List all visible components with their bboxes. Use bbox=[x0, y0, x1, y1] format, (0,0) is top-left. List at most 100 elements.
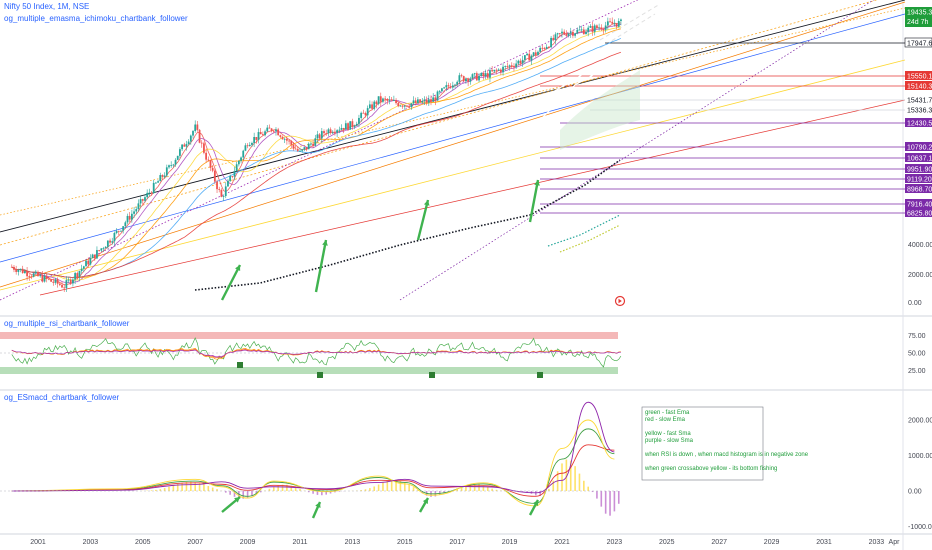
candle-body bbox=[85, 260, 87, 267]
candle-body bbox=[261, 134, 264, 136]
macd-histogram-bar bbox=[190, 481, 192, 491]
macd-series-yellow bbox=[11, 419, 615, 507]
ma-line-30 bbox=[11, 28, 621, 279]
candle-body bbox=[320, 131, 323, 139]
price-tag-label: 6825.80 bbox=[907, 211, 932, 218]
candle-body bbox=[593, 25, 596, 32]
price-tag: 7916.40 bbox=[905, 199, 932, 209]
candle-body bbox=[382, 98, 384, 102]
candle-body bbox=[39, 275, 42, 277]
macd-histogram-bar bbox=[609, 491, 611, 516]
macd-indicator-title[interactable]: og_ESmacd_chartbank_follower bbox=[4, 393, 120, 402]
candle-body bbox=[493, 69, 496, 72]
macd-pane[interactable]: 2000.00 1000.00 0.00 -1000.00 bbox=[0, 401, 932, 531]
macd-histogram-bar bbox=[552, 480, 555, 491]
candle-body bbox=[318, 134, 321, 139]
candle-body bbox=[489, 70, 491, 78]
macd-histogram-bar bbox=[194, 482, 196, 491]
candle-body bbox=[408, 106, 411, 108]
candle-body bbox=[371, 104, 373, 109]
price-tag: 19435.30 24d 7h bbox=[905, 7, 932, 27]
candle-body bbox=[91, 254, 94, 259]
candle-body bbox=[192, 131, 194, 136]
candle-body bbox=[517, 60, 520, 64]
candle-body bbox=[37, 271, 39, 277]
price-tag-bg bbox=[905, 199, 932, 208]
candle-body bbox=[399, 105, 402, 107]
candle-body bbox=[523, 55, 526, 60]
candle-body bbox=[508, 65, 511, 67]
candle-body bbox=[421, 100, 424, 103]
candle-body bbox=[56, 279, 59, 284]
main-price-pane[interactable] bbox=[0, 0, 906, 301]
candle-body bbox=[104, 246, 107, 249]
price-tag: 10637.15 bbox=[905, 153, 932, 163]
tv-replay-icon[interactable] bbox=[614, 295, 626, 307]
main-indicator-title[interactable]: og_multiple_emasma_ichimoku_chartbank_fo… bbox=[4, 14, 188, 23]
time-axis-label: 2019 bbox=[502, 539, 518, 546]
candle-body bbox=[386, 99, 389, 101]
macd-histogram-bar bbox=[155, 489, 157, 491]
candle-body bbox=[310, 143, 312, 145]
candle-body bbox=[617, 21, 620, 27]
candle-body bbox=[598, 27, 601, 29]
candle-body bbox=[554, 34, 557, 41]
candle-body bbox=[52, 281, 55, 283]
time-axis[interactable]: 2001 2003 2005 2007 2009 2011 2013 2015 2017 2019… bbox=[30, 539, 900, 546]
macd-histogram-bar bbox=[473, 483, 476, 491]
candle-body bbox=[401, 105, 404, 107]
macd-histogram-bar bbox=[478, 484, 480, 491]
rsi-indicator-title[interactable]: og_multiple_rsi_chartbank_follower bbox=[4, 319, 130, 328]
candle-body bbox=[344, 123, 347, 130]
price-axis[interactable]: 0.00 2000.00 4000.00 19435.30 24d 7h 17947.65… bbox=[904, 7, 932, 307]
candle-body bbox=[294, 148, 297, 150]
candle-body bbox=[283, 138, 286, 140]
candle-body bbox=[425, 99, 428, 103]
candlestick-series bbox=[10, 17, 622, 292]
candle-body bbox=[30, 276, 33, 278]
support-curve-teal bbox=[547, 214, 621, 247]
rsi-line-1 bbox=[11, 337, 622, 368]
candle-body bbox=[351, 121, 354, 127]
macd-histogram-bar bbox=[364, 489, 367, 491]
candle-body bbox=[513, 66, 515, 68]
candle-body bbox=[248, 144, 251, 147]
macd-histogram-bar bbox=[569, 460, 572, 491]
macd-arrow-2009-head bbox=[234, 497, 240, 503]
macd-histogram-bar bbox=[150, 490, 153, 491]
macd-histogram-bar bbox=[408, 484, 410, 491]
macd-histogram-bar bbox=[268, 488, 271, 491]
candle-body bbox=[194, 124, 197, 132]
macd-histogram-bar bbox=[233, 491, 236, 497]
price-tag-label: 8968.70 bbox=[907, 187, 932, 194]
candle-body bbox=[563, 31, 566, 35]
macd-histogram-bar bbox=[338, 491, 341, 492]
candle-body bbox=[406, 105, 408, 107]
rsi-pane[interactable]: 75.00 50.00 25.00 bbox=[0, 332, 926, 378]
macd-histogram-bar bbox=[277, 485, 279, 491]
symbol-title[interactable]: Nifty 50 Index, 1M, NSE bbox=[4, 2, 89, 11]
legend-line-2: red - slow Ema bbox=[645, 417, 686, 423]
candle-body bbox=[161, 175, 164, 177]
candle-body bbox=[410, 103, 413, 108]
candle-body bbox=[144, 197, 146, 201]
candle-body bbox=[272, 130, 275, 132]
candle-body bbox=[288, 140, 290, 142]
candle-body bbox=[82, 266, 85, 269]
macd-histogram-bar bbox=[181, 482, 183, 491]
candle-body bbox=[303, 147, 306, 150]
candle-body bbox=[395, 100, 397, 104]
candle-body bbox=[510, 65, 513, 67]
price-tag: 15140.35 bbox=[905, 81, 932, 91]
rsi-signal-marker bbox=[429, 372, 435, 378]
candle-body bbox=[543, 47, 546, 49]
candle-body bbox=[111, 241, 114, 243]
candle-body bbox=[528, 53, 531, 61]
rsi-overbought-band bbox=[0, 332, 618, 339]
trend-line-6 bbox=[39, 99, 906, 296]
macd-histogram-bar bbox=[229, 491, 231, 495]
macd-histogram-bar bbox=[312, 491, 314, 494]
candle-body bbox=[451, 85, 454, 88]
macd-histogram-bar bbox=[460, 487, 463, 491]
